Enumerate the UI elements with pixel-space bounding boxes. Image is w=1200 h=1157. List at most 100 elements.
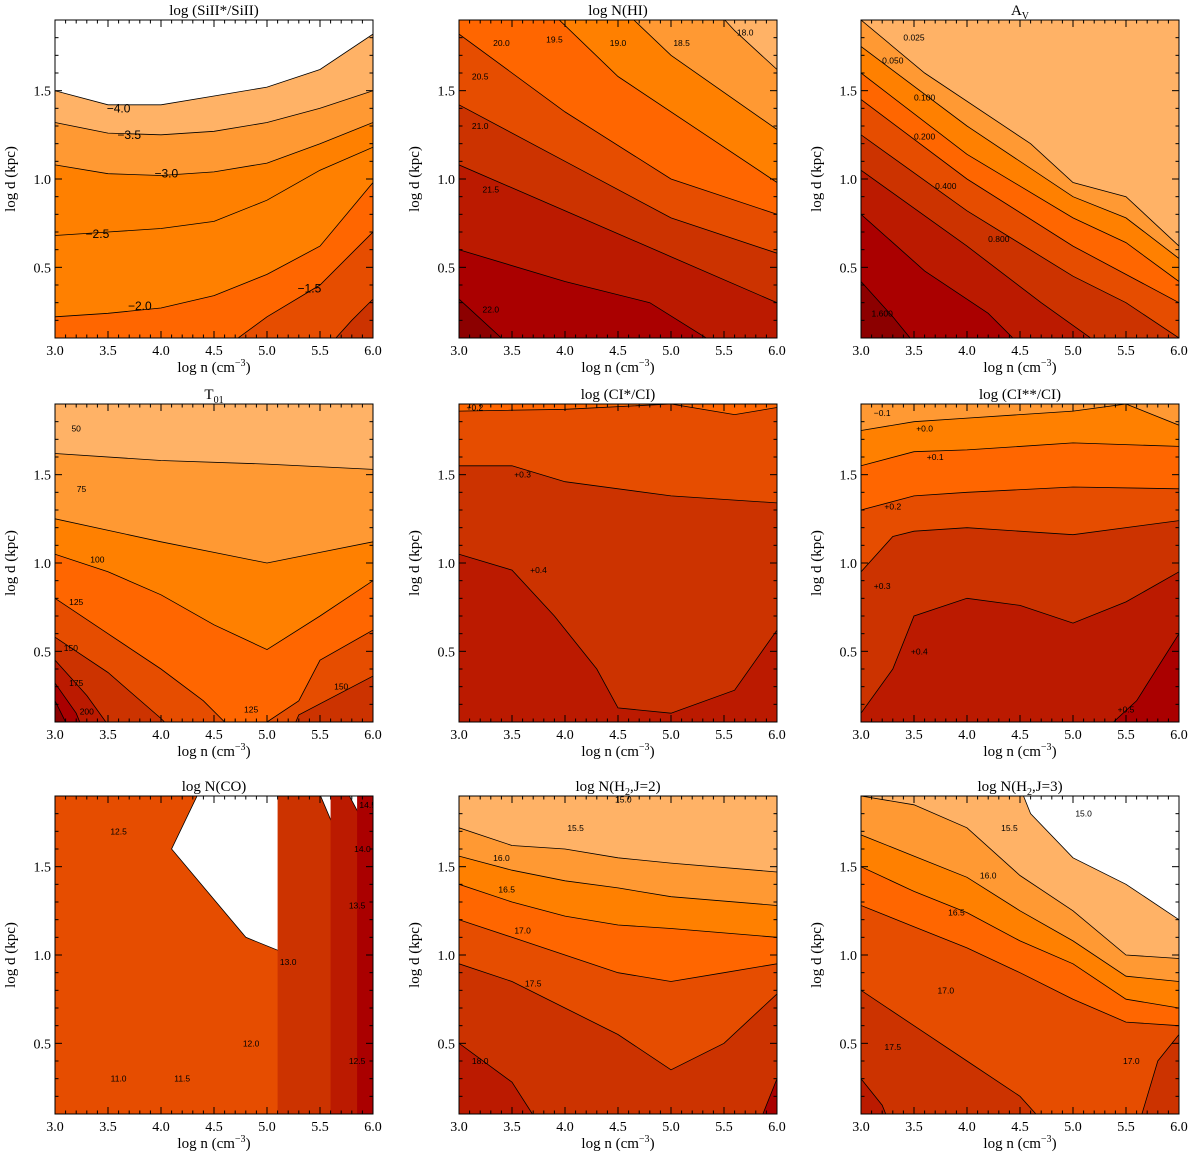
y-tick-label: 1.5 xyxy=(34,469,52,484)
contour-label: −3.5 xyxy=(117,128,141,142)
contour-line xyxy=(861,20,1179,247)
panel-title: AV xyxy=(1011,3,1030,22)
x-axis-label-close: ) xyxy=(246,744,251,760)
contour-label: 19.5 xyxy=(546,34,563,44)
x-axis-label-close: ) xyxy=(1052,360,1057,376)
contour-label: 0.050 xyxy=(882,56,904,66)
x-axis-label-close: ) xyxy=(246,1136,251,1152)
contour-label: 12.5 xyxy=(349,1056,366,1066)
panel-title-text: log N(H xyxy=(977,779,1027,795)
contour-band xyxy=(861,214,1013,338)
contour-line xyxy=(55,33,373,106)
contour-line xyxy=(55,453,373,470)
x-axis-label-exponent: −3 xyxy=(1041,358,1052,369)
contour-label: 13.5 xyxy=(349,901,366,911)
y-tick-label: 1.0 xyxy=(438,173,456,188)
contour-label: 0.800 xyxy=(988,234,1010,244)
contour-panel: 15.0 15.5 16.0 16.5 17.0 17.5 17.0 3.0 3.5 4.0 4.5… xyxy=(809,779,1188,1152)
x-axis-label-text: log n (cm xyxy=(983,1136,1041,1152)
x-tick-label: 3.5 xyxy=(503,728,521,743)
contour-label: 0.025 xyxy=(903,33,925,43)
contour-label: 50 xyxy=(71,424,81,434)
plot-area: −0.1 +0.0 +0.1 +0.2 +0.3 +0.4 +0.5 xyxy=(861,404,1179,722)
x-tick-label: 4.5 xyxy=(1011,728,1029,743)
x-tick-label: 3.0 xyxy=(852,344,870,359)
x-axis-label-text: log n (cm xyxy=(177,360,235,376)
contour-label: 175 xyxy=(69,678,83,688)
contour-band xyxy=(357,796,373,1114)
contour-line xyxy=(55,597,373,722)
x-tick-label: 6.0 xyxy=(364,1120,382,1135)
x-axis-label-close: ) xyxy=(1052,744,1057,760)
x-tick-label: 3.0 xyxy=(450,728,468,743)
panel-title-text: log N(HI) xyxy=(588,3,648,19)
contour-line xyxy=(861,46,1179,259)
x-tick-label: 5.0 xyxy=(1064,344,1082,359)
panel-title-text: log (SiII*/SiII) xyxy=(169,3,259,19)
contour-band xyxy=(459,963,777,1114)
contour-label: +0.2 xyxy=(884,501,901,511)
contour-label: 14.0 xyxy=(354,844,371,854)
y-tick-label: 1.0 xyxy=(34,173,52,188)
contour-line xyxy=(861,134,1179,338)
panel-title-text: T xyxy=(204,387,213,403)
contour-label: 22.0 xyxy=(483,305,500,315)
x-tick-label: 5.0 xyxy=(258,1120,276,1135)
contour-line xyxy=(459,553,777,714)
contour-line xyxy=(459,1042,777,1114)
x-axis-label-close: ) xyxy=(650,1136,655,1152)
contour-line xyxy=(55,518,373,564)
x-axis-label-exponent: −3 xyxy=(235,1134,246,1145)
y-tick-label: 1.0 xyxy=(438,949,456,964)
contour-panel: 0.025 0.050 0.100 0.200 0.400 0.800 1.600 3.0 3.… xyxy=(809,3,1188,376)
y-tick-label: 0.5 xyxy=(438,645,456,660)
x-axis-label: log n (cm−3) xyxy=(983,1134,1056,1152)
y-axis-label: log d (kpc) xyxy=(407,922,423,988)
x-axis-label-exponent: −3 xyxy=(639,1134,650,1145)
contour-label: 0.100 xyxy=(914,93,936,103)
y-tick-label: 0.5 xyxy=(34,1037,52,1052)
plot-area: 12.5 13.0 13.5 14.0 14.5 11.0 11.5 12.0 12.5 xyxy=(55,796,373,1114)
x-axis-label: log n (cm−3) xyxy=(983,358,1056,376)
y-axis-label: log d (kpc) xyxy=(407,146,423,212)
contour-line xyxy=(861,520,1179,573)
contour-line xyxy=(55,682,81,722)
x-tick-label: 4.0 xyxy=(152,344,170,359)
panel-title-subscript: 01 xyxy=(214,395,224,406)
x-tick-label: 4.5 xyxy=(1011,344,1029,359)
contour-label: −2.0 xyxy=(128,299,152,313)
panels-group: −4.0−3.5−3.0−2.5−2.0−1.53.0 3.5 4.0 4.5 5.0 5… xyxy=(3,3,1188,1152)
y-tick-label: 0.5 xyxy=(840,261,858,276)
contour-label: 18.0 xyxy=(472,1056,489,1066)
contour-label: 17.5 xyxy=(885,1042,902,1052)
contour-line xyxy=(459,465,777,504)
contour-label: 16.0 xyxy=(493,853,510,863)
panel-title-text: log N(H xyxy=(575,779,625,795)
contour-line xyxy=(861,486,1179,511)
x-axis-label: log n (cm−3) xyxy=(177,742,250,760)
contour-band xyxy=(55,182,373,338)
panel-title-text: log (CI**/CI) xyxy=(979,387,1061,403)
y-tick-label: 0.5 xyxy=(34,645,52,660)
y-axis-label: log d (kpc) xyxy=(407,530,423,596)
contour-line xyxy=(55,553,373,651)
x-tick-label: 6.0 xyxy=(364,728,382,743)
contour-line xyxy=(459,883,777,938)
contour-label: 20.5 xyxy=(472,72,489,82)
contour-label: 75 xyxy=(77,484,87,494)
plot-area: 18.0 18.5 19.0 19.5 20.0 20.5 21.0 21.5 22.0 xyxy=(459,20,777,338)
plot-area: 0.025 0.050 0.100 0.200 0.400 0.800 1.600 xyxy=(861,20,1179,338)
x-tick-label: 4.5 xyxy=(1011,1120,1029,1135)
contour-label: 125 xyxy=(244,705,258,715)
contour-panel: −0.1 +0.0 +0.1 +0.2 +0.3 +0.4 +0.5 3.0 3.5 4.0 4.5… xyxy=(809,387,1188,760)
x-axis-label-text: log n (cm xyxy=(581,1136,639,1152)
y-tick-label: 1.0 xyxy=(34,557,52,572)
contour-line xyxy=(55,182,373,318)
contour-panel: 50 75 100 125 150 175 200 125 150 3.0 3.5 4.0 4.5 5.0… xyxy=(3,387,382,760)
panel-title-subscript: 2 xyxy=(1027,787,1032,798)
contour-band xyxy=(861,1078,886,1114)
x-tick-label: 5.5 xyxy=(1117,1120,1135,1135)
contour-line xyxy=(459,249,708,338)
x-tick-label: 3.5 xyxy=(99,344,117,359)
contour-label: 15.5 xyxy=(1001,823,1018,833)
